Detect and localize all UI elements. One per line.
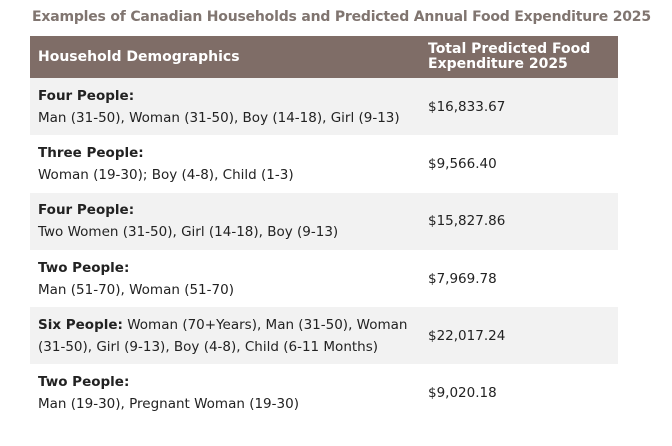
table-row: Two People: Man (19-30), Pregnant Woman (… (30, 364, 618, 421)
expenditure-cell: $9,020.18 (428, 385, 497, 402)
household-size: Six People: (38, 316, 123, 333)
household-size: Three People: (38, 144, 144, 161)
household-size: Four People: (38, 202, 135, 219)
demographics-cell: Four People: Two Women (31-50), Girl (14-… (30, 193, 428, 250)
table: Household Demographics Total Predicted F… (30, 36, 618, 422)
expenditure-cell: $22,017.24 (428, 327, 506, 344)
table-body: Four People: Man (31-50), Woman (31-50), … (30, 78, 618, 422)
expenditure-cell: $16,833.67 (428, 98, 506, 115)
table-row: Six People: Woman (70+Years), Man (31-50… (30, 307, 618, 365)
table-row: Three People: Woman (19-30); Boy (4-8), C… (30, 135, 618, 192)
expenditure-cell: $7,969.78 (428, 270, 497, 287)
table-row: Four People: Man (31-50), Woman (31-50), … (30, 78, 618, 136)
demographics-cell: Two People: Man (19-30), Pregnant Woman (… (30, 364, 428, 421)
household-members: Woman (19-30); Boy (4-8), Child (1-3) (38, 166, 294, 183)
household-size: Two People: (38, 259, 130, 276)
expenditure-cell: $9,566.40 (428, 155, 497, 172)
cell-text: Six People: Woman (70+Years), Man (31-50… (38, 314, 428, 358)
header-cell: Total Predicted Food Expenditure 2025 (428, 41, 591, 72)
demographics-cell: Six People: Woman (70+Years), Man (31-50… (30, 307, 428, 364)
household-size: Four People: (38, 87, 135, 104)
demographics-cell: Four People: Man (31-50), Woman (31-50), … (30, 78, 428, 135)
header-cell: Household Demographics (38, 49, 240, 65)
demographics-cell: Two People: Man (51-70), Woman (51-70) (30, 250, 428, 307)
header-row: Household Demographics Total Predicted F… (30, 36, 618, 78)
table-row: Four People: Two Women (31-50), Girl (14-… (30, 192, 618, 250)
household-size: Two People: (38, 374, 130, 391)
household-members: Two Women (31-50), Girl (14-18), Boy (9-… (38, 224, 339, 241)
household-members: Man (51-70), Woman (51-70) (38, 281, 234, 298)
household-members: Man (19-30), Pregnant Woman (19-30) (38, 396, 299, 413)
table-title: Examples of Canadian Households and Pred… (32, 9, 651, 25)
household-members: Man (31-50), Woman (31-50), Boy (14-18),… (38, 109, 400, 126)
table-row: Two People: Man (51-70), Woman (51-70) $7,… (30, 250, 618, 307)
expenditure-cell: $15,827.86 (428, 213, 506, 230)
household-members: Woman (70+Years), Man (31-50), Woman (31… (38, 316, 408, 355)
demographics-cell: Three People: Woman (19-30); Boy (4-8), C… (30, 135, 428, 192)
